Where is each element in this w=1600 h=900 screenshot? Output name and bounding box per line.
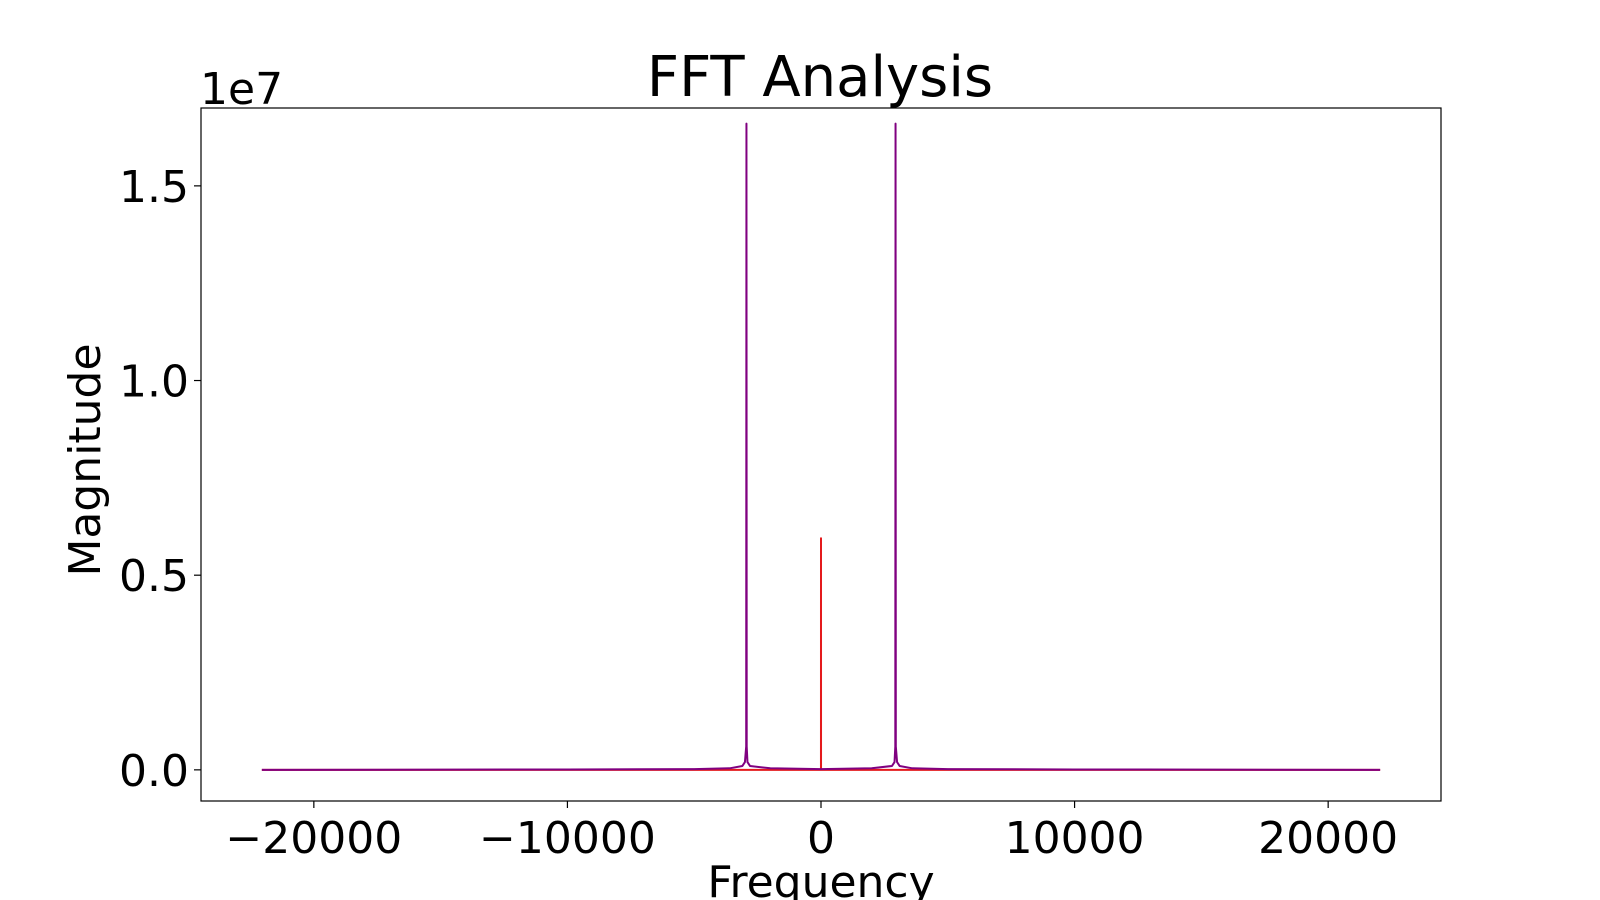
x-tick-label: 20000 [1258,813,1398,864]
x-axis-label: Frequency [707,857,934,900]
x-tick-label: 0 [807,813,835,864]
y-tick-label: 1.0 [119,357,189,408]
y-tick-label: 0.0 [119,746,189,797]
x-axis-ticks: −20000 −10000 0 10000 20000 [225,801,1398,864]
y-axis-ticks: 0.0 0.5 1.0 1.5 [119,162,201,797]
y-tick-label: 1.5 [119,162,189,213]
series-line-2 [261,122,1381,771]
series-layer [261,122,1381,771]
chart-title: FFT Analysis [647,45,993,110]
x-tick-label: −10000 [479,813,656,864]
y-axis-label: Magnitude [60,343,111,576]
series-line-1 [261,537,1381,771]
x-tick-label: −20000 [225,813,402,864]
y-tick-label: 0.5 [119,551,189,602]
x-tick-label: 10000 [1005,813,1145,864]
y-axis-offset-text: 1e7 [200,64,283,115]
